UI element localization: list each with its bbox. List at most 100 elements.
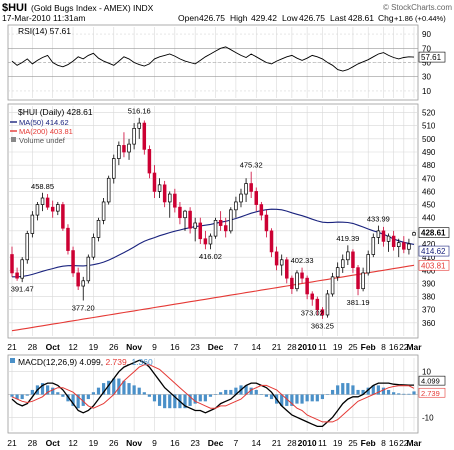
macd-histogram-bar <box>285 394 289 406</box>
price-y-tick: 490 <box>422 148 436 157</box>
macd-histogram-bar <box>412 391 416 395</box>
macd-histogram-bar <box>310 394 314 402</box>
x-tick-label-bottom: 28 <box>28 438 38 448</box>
price-y-tick: 470 <box>422 174 436 183</box>
candle-body <box>178 206 182 219</box>
candle-body <box>208 235 213 245</box>
x-tick-label-bottom: 26 <box>109 438 119 448</box>
macd-title-signal: 2.739 <box>105 357 127 367</box>
candle-body <box>167 193 172 203</box>
x-tick-label-bottom: Nov <box>126 438 142 448</box>
candle-body <box>40 197 45 205</box>
rsi-y-tick: 50 <box>422 59 431 68</box>
chart-symbol: $HUI <box>2 2 27 14</box>
low-value: 426.75 <box>299 13 325 23</box>
macd-title-value: 4.099 <box>79 357 101 367</box>
x-tick-label-bottom: 16 <box>170 438 180 448</box>
candle-body <box>71 250 75 274</box>
price-title: $HUI (Daily) 428.61 <box>18 107 93 117</box>
candle-body <box>142 122 147 150</box>
candle-body <box>229 209 233 232</box>
candle-body <box>20 259 24 279</box>
x-tick-label: 25 <box>348 342 358 352</box>
macd-histogram-bar <box>96 387 101 395</box>
x-tick-label-bottom: 21 <box>272 438 282 448</box>
candle-body <box>244 183 248 195</box>
x-tick-label: 23 <box>190 342 200 352</box>
candle-body <box>35 204 40 216</box>
macd-histogram-bar <box>157 394 162 406</box>
price-y-tick: 500 <box>422 135 436 144</box>
macd-histogram-bar <box>20 394 24 400</box>
candle-body <box>86 256 91 282</box>
candle-body <box>295 272 299 290</box>
rsi-line <box>11 46 415 72</box>
macd-histogram-bar <box>122 380 126 395</box>
macd-histogram-bar <box>254 389 258 395</box>
chart-date: 17-Mar-2010 11:31am <box>2 13 85 23</box>
macd-histogram-bar <box>295 394 299 404</box>
macd-histogram-bar <box>51 387 55 395</box>
price-y-tick: 400 <box>422 266 436 275</box>
price-y-tick: 420 <box>422 240 436 249</box>
price-annotation: 433.99 <box>367 215 390 224</box>
x-tick-label-bottom: 19 <box>333 438 343 448</box>
candle-body <box>183 210 187 219</box>
x-tick-label-bottom: Oct <box>46 438 60 448</box>
price-y-tick: 510 <box>422 122 436 131</box>
macd-histogram-bar <box>81 394 85 406</box>
x-tick-label-bottom: 21 <box>7 438 17 448</box>
candle-body <box>254 191 259 205</box>
macd-histogram-bar <box>280 394 284 406</box>
candle-body <box>203 238 208 245</box>
x-tick-label: Feb <box>361 342 376 352</box>
axis-layer: 21 21 28 28 Oct Oct 12 12 19 19 26 26 Nov Nov 9 9 16 16 23… <box>7 30 450 448</box>
x-tick-label: Nov <box>126 342 142 352</box>
candle-body <box>279 259 284 266</box>
rsi-y-tick: 10 <box>422 87 431 96</box>
candle-body <box>249 183 253 192</box>
candle-body <box>127 143 131 153</box>
x-tick-label: Mar <box>406 342 422 352</box>
candle-body <box>147 149 152 174</box>
macd-histogram-bar <box>234 387 238 395</box>
macd-histogram-bar <box>341 383 345 395</box>
macd-legend-swatch <box>10 358 15 363</box>
last-value: 428.61 <box>348 13 374 23</box>
candle-body <box>356 267 360 290</box>
candle-body <box>305 277 309 295</box>
open-value: 426.75 <box>199 13 225 23</box>
price-annotation: 416.02 <box>199 252 222 261</box>
macd-signal-line <box>11 364 415 423</box>
macd-current-label: 4.099 <box>421 377 440 386</box>
macd-title-text: MACD(12,26,9) 4.099, 2.739, 1.360 <box>18 357 153 367</box>
ma200-current-box <box>418 259 450 271</box>
open-label: Open <box>178 13 199 23</box>
price-annotation: 402.33 <box>291 256 314 265</box>
candle-body <box>402 242 406 250</box>
candle-body <box>285 259 289 279</box>
candle-body <box>61 204 65 229</box>
macd-histogram-bar <box>361 389 365 395</box>
price-legend: MA(50) 414.62 MA(200) 403.81 Volume unde… <box>10 118 73 145</box>
candle-body <box>76 272 80 287</box>
macd-line <box>11 359 414 428</box>
x-tick-label-bottom: 16 <box>389 438 399 448</box>
candle-body <box>391 235 396 247</box>
candle-body <box>239 193 243 203</box>
x-tick-label: 22 <box>399 342 409 352</box>
quote-summary: Open 426.75 High 429.42 Low 426.75 Last … <box>178 13 446 23</box>
rsi-y-tick: 30 <box>422 73 431 82</box>
candle-body <box>264 214 269 232</box>
ma50-line <box>12 208 415 278</box>
macd-title-name: MACD(12,26,9) <box>18 357 79 367</box>
x-tick-label: 14 <box>252 342 262 352</box>
candle-body <box>290 277 294 290</box>
macd-histogram-bar <box>76 394 80 409</box>
rsi-current-label: 57.61 <box>421 53 442 62</box>
x-tick-label: 7 <box>234 342 239 352</box>
macd-histogram-bar <box>30 389 34 395</box>
rsi-layer <box>11 46 415 72</box>
x-tick-label-bottom: Mar <box>406 438 422 448</box>
